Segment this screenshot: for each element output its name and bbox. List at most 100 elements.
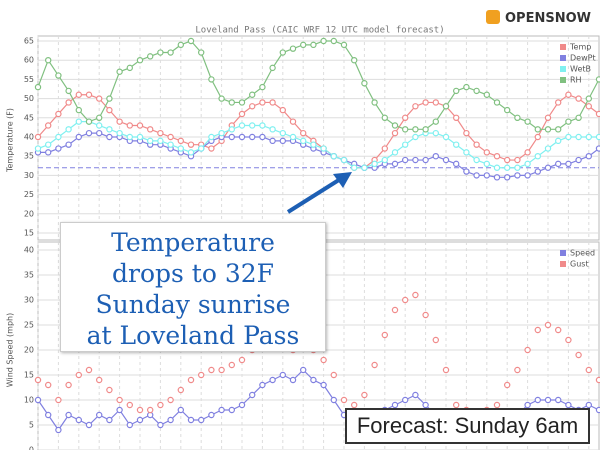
point <box>514 114 521 122</box>
point <box>157 49 164 56</box>
point <box>177 145 184 152</box>
point <box>157 401 164 409</box>
point <box>493 174 501 181</box>
y-tick-label: 50 <box>24 94 34 103</box>
point <box>248 391 256 399</box>
point <box>412 133 419 141</box>
point <box>361 164 368 171</box>
point <box>146 126 154 133</box>
point <box>391 122 399 129</box>
y-axis-label: Temperature (F) <box>6 108 15 173</box>
point <box>514 172 521 179</box>
point <box>167 133 174 141</box>
point <box>208 366 215 374</box>
point <box>95 95 103 102</box>
point <box>442 103 450 110</box>
legend-label: Speed <box>570 249 595 258</box>
point <box>55 145 62 152</box>
point <box>75 91 83 98</box>
point <box>320 381 327 389</box>
point <box>371 160 378 168</box>
point <box>534 168 542 175</box>
point <box>555 326 562 334</box>
point <box>544 126 552 133</box>
point <box>177 137 184 145</box>
point <box>351 401 358 409</box>
point <box>269 64 276 72</box>
point <box>106 416 113 424</box>
point <box>442 133 450 141</box>
point <box>330 371 337 379</box>
point <box>330 37 337 45</box>
y-tick-label: 5 <box>29 421 34 430</box>
point <box>238 356 246 364</box>
point <box>595 133 600 141</box>
point <box>391 129 399 137</box>
point <box>157 129 164 137</box>
point <box>197 49 205 56</box>
point <box>534 126 542 133</box>
point <box>381 114 388 122</box>
point <box>269 99 276 106</box>
point <box>381 331 388 339</box>
callout-line: drops to 32F <box>112 259 274 288</box>
y-tick-label: 30 <box>24 171 34 180</box>
point <box>187 376 195 384</box>
point <box>34 396 42 404</box>
point <box>75 133 83 141</box>
point <box>473 141 480 148</box>
point <box>504 381 511 389</box>
point <box>85 129 93 137</box>
point <box>504 164 511 171</box>
point <box>575 351 582 359</box>
point <box>45 411 52 419</box>
chart-title: Loveland Pass (CAIC WRF 12 UTC model for… <box>195 26 444 36</box>
point <box>55 72 62 79</box>
point <box>85 421 93 429</box>
legend-swatch <box>560 261 566 267</box>
point <box>289 45 297 52</box>
point <box>595 406 600 414</box>
point <box>544 321 552 329</box>
y-tick-label: 20 <box>24 209 34 218</box>
point <box>187 37 195 45</box>
point <box>34 133 42 141</box>
point <box>412 103 419 110</box>
point <box>45 122 52 129</box>
y-tick-label: 55 <box>24 75 34 84</box>
point <box>534 152 542 160</box>
y-tick-label: 35 <box>24 271 34 280</box>
point <box>391 401 399 409</box>
point <box>463 149 470 156</box>
point <box>310 41 317 49</box>
point <box>585 401 593 409</box>
point <box>116 68 123 75</box>
point <box>300 366 307 374</box>
y-tick-label: 30 <box>24 296 34 305</box>
point <box>534 326 542 334</box>
y-tick-label: 10 <box>24 396 34 405</box>
callout: Temperature drops to 32F Sunday sunrise … <box>60 222 326 352</box>
point <box>55 396 62 404</box>
point <box>402 141 409 148</box>
point <box>524 149 531 156</box>
point <box>228 406 235 414</box>
legend-label: DewPt <box>570 54 596 63</box>
point <box>371 361 378 369</box>
point <box>391 149 399 156</box>
point <box>126 133 134 141</box>
point <box>136 57 144 64</box>
point <box>197 416 205 424</box>
y-tick-label: 40 <box>24 246 34 255</box>
point <box>544 114 552 122</box>
point <box>208 411 215 419</box>
point <box>75 118 83 125</box>
point <box>248 133 256 141</box>
callout-line: at Loveland Pass <box>86 321 300 350</box>
point <box>442 156 450 164</box>
point <box>218 95 225 102</box>
point <box>453 141 460 148</box>
point <box>65 99 72 106</box>
point <box>585 152 593 160</box>
point <box>289 376 297 384</box>
